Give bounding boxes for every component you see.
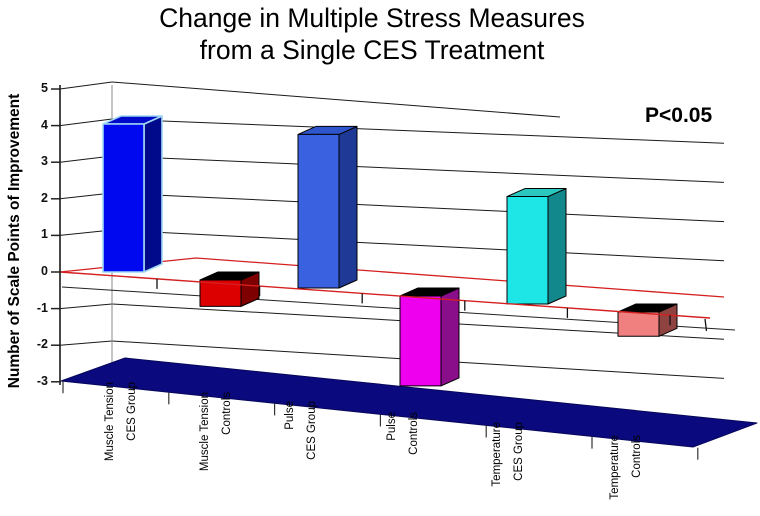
bar-temperature-controls	[617, 311, 660, 337]
category-label-line2: Controls	[408, 411, 420, 455]
bar-temperature-ces-group-side	[547, 188, 567, 305]
gridline	[111, 192, 725, 223]
y-tick-label: -2	[36, 337, 48, 352]
zero-line-tick	[704, 318, 708, 332]
gridline	[111, 229, 725, 262]
category-label-line1: Temperature	[491, 422, 503, 488]
zero-gridline-front	[59, 271, 711, 319]
category-label-muscle-tension-controls: Muscle Tension Controls	[194, 392, 238, 505]
category-label-line1: Muscle Tension	[104, 381, 116, 462]
bar-pulse-ces-group-side	[338, 125, 358, 289]
chart-floor	[60, 357, 758, 448]
bar-muscle-tension-ces-group-side	[143, 115, 163, 273]
category-label-temperature-ces-group: Temperature CES Group	[486, 422, 530, 516]
gridline	[111, 155, 725, 183]
bar-muscle-tension-ces-group	[102, 123, 145, 273]
category-label-pulse-ces-group: Pulse CES Group	[279, 401, 323, 514]
y-tick-label: 0	[41, 264, 48, 278]
chart-title: Change in Multiple Stress Measures from …	[0, 2, 744, 66]
gridline	[111, 118, 725, 144]
y-tick-label: -3	[36, 373, 48, 388]
bar-pulse-controls	[399, 295, 442, 387]
category-label-line2: Controls	[221, 391, 233, 435]
gridline-top	[111, 81, 561, 118]
gridline-stub	[59, 81, 113, 90]
category-label-pulse-controls: Pulse Controls	[381, 412, 425, 516]
bar-pulse-ces-group	[297, 133, 340, 289]
chart-title-line2: from a Single CES Treatment	[199, 35, 545, 65]
category-label-line1: Muscle Tension	[199, 391, 211, 471]
category-label-line2: CES Group	[513, 422, 525, 482]
bar-pulse-controls-side	[440, 287, 460, 387]
category-label-line1: Pulse	[386, 411, 398, 441]
category-label-line2: CES Group	[306, 400, 318, 460]
gridline-stub	[59, 340, 113, 346]
category-label-muscle-tension-ces-group: Muscle Tension CES Group	[99, 382, 143, 495]
y-tick-label: 4	[41, 117, 48, 132]
y-tick-label: 1	[41, 227, 48, 242]
bar-muscle-tension-controls	[199, 279, 242, 307]
y-tick-label: 5	[41, 81, 48, 95]
gridline-stub	[59, 118, 113, 127]
y-tick-label: 3	[41, 154, 48, 169]
category-label-line2: Controls	[631, 434, 643, 478]
p-value-annotation: P<0.05	[645, 104, 713, 127]
chart-title-line1: Change in Multiple Stress Measures	[159, 3, 585, 33]
y-tick-label: 2	[41, 190, 48, 205]
category-label-temperature-controls: Temperature Controls	[604, 435, 648, 516]
category-label-line2: CES Group	[126, 381, 138, 441]
category-label-line1: Temperature	[609, 434, 621, 500]
bar-temperature-ces-group	[506, 196, 549, 305]
category-label-line1: Pulse	[284, 400, 296, 430]
gridline-stub	[59, 303, 113, 310]
y-tick-label: -1	[36, 300, 48, 315]
